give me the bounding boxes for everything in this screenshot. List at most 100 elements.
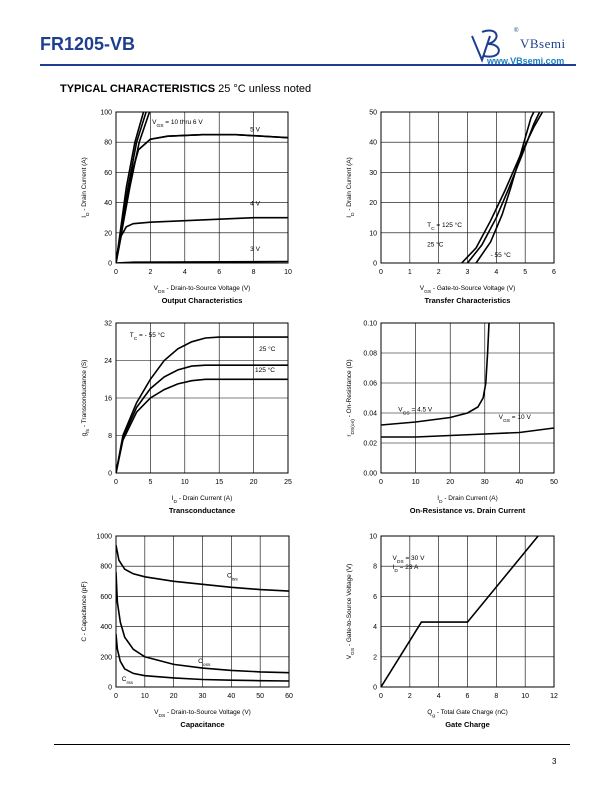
- registered-mark: ®: [514, 28, 519, 34]
- x-tick-label: 5: [148, 479, 152, 486]
- y-axis-label: rDS(on) - On-Resistance (Ω): [346, 359, 356, 436]
- x-tick-label: 5: [523, 269, 527, 276]
- x-tick-label: 6: [466, 693, 470, 700]
- x-tick-label: 30: [199, 693, 207, 700]
- x-tick-label: 8: [494, 693, 498, 700]
- x-tick-label: 30: [481, 479, 489, 486]
- series-line: [116, 133, 288, 263]
- y-tick-label: 10: [369, 534, 377, 541]
- x-tick-label: 60: [285, 693, 293, 700]
- x-axis-label: ID - Drain Current (A): [172, 495, 233, 505]
- annotation-label: TC = - 55 °C: [130, 331, 166, 342]
- y-tick-label: 20: [369, 200, 377, 207]
- x-tick-label: 10: [141, 693, 149, 700]
- y-tick-label: 2: [373, 654, 377, 661]
- y-axis-label: gfs - Transconductance (S): [81, 360, 91, 437]
- y-tick-label: 6: [373, 594, 377, 601]
- y-tick-label: 0.00: [363, 471, 377, 478]
- x-tick-label: 20: [446, 479, 454, 486]
- y-tick-label: 0.04: [363, 411, 377, 418]
- series-line: [116, 572, 289, 674]
- y-tick-label: 0.02: [363, 441, 377, 448]
- series-line: [116, 336, 288, 473]
- annotation-label: TC = 125 °C: [427, 221, 462, 232]
- x-tick-label: 10: [284, 269, 292, 276]
- chart-title: Gate Charge: [445, 720, 490, 729]
- gatecharge-chart: 0 2 4 6 8 10 12 0 2 4 6 8 10 VDS = 30 VID = 23 A Qg - …: [346, 534, 558, 730]
- x-tick-label: 2: [148, 269, 152, 276]
- x-tick-label: 50: [256, 693, 264, 700]
- annotation-label: - 55 °C: [491, 251, 512, 259]
- footer-rule: [54, 744, 570, 745]
- x-tick-label: 10: [181, 479, 189, 486]
- y-tick-label: 600: [100, 594, 112, 601]
- x-tick-label: 12: [550, 693, 558, 700]
- x-tick-label: 2: [408, 693, 412, 700]
- y-tick-label: 0: [373, 685, 377, 692]
- y-tick-label: 4: [373, 624, 377, 631]
- annotation-label: ID = 23 A: [393, 564, 419, 574]
- annotation-label: 4 V: [250, 201, 260, 208]
- x-tick-label: 10: [412, 479, 420, 486]
- series-line: [461, 112, 544, 263]
- plot-frame: [115, 535, 290, 688]
- series-line: [116, 378, 288, 473]
- x-tick-label: 20: [170, 693, 178, 700]
- y-axis-label: ID - Drain Current (A): [346, 157, 356, 218]
- x-tick-label: 4: [183, 269, 187, 276]
- y-tick-label: 30: [369, 170, 377, 177]
- transconductance-chart: 0 5 10 15 20 25 0 8 16 24 32 TC = - 55 °C 25 °C 125 °…: [81, 321, 292, 516]
- y-tick-label: 0: [373, 261, 377, 268]
- chart-title: Capacitance: [180, 720, 224, 729]
- y-tick-label: 0.08: [363, 351, 377, 358]
- y-tick-label: 80: [104, 140, 112, 147]
- y-tick-label: 0: [108, 261, 112, 268]
- y-tick-label: 100: [100, 110, 112, 117]
- y-tick-label: 50: [369, 110, 377, 117]
- series-line: [116, 634, 289, 682]
- y-tick-label: 8: [373, 564, 377, 571]
- vbsemi-logo-icon: [471, 29, 500, 63]
- x-tick-label: 8: [252, 269, 256, 276]
- y-tick-label: 40: [104, 200, 112, 207]
- y-tick-label: 0.06: [363, 381, 377, 388]
- chart-title: On-Resistance vs. Drain Current: [410, 506, 526, 515]
- series-line: [116, 133, 288, 263]
- x-tick-label: 25: [284, 479, 292, 486]
- chart-title: Transfer Characteristics: [425, 296, 511, 305]
- annotation-label: 25 °C: [259, 345, 276, 353]
- annotation-label: Ciss: [227, 573, 238, 583]
- plot-frame: [115, 111, 289, 264]
- section-subtitle: 25 °C unless noted: [218, 83, 312, 95]
- x-axis-label: Qg - Total Gate Charge (nC): [427, 709, 508, 719]
- x-tick-label: 0: [114, 269, 118, 276]
- series-line: [116, 216, 288, 263]
- annotation-label: VGS = 10 thru 6 V: [152, 119, 203, 129]
- y-tick-label: 10: [369, 230, 377, 237]
- transfer-chart: 0 1 2 3 4 5 6 0 10 20 30 40 50 TC = 125 °C 25 °C - 55 °…: [346, 110, 556, 306]
- x-axis-label: VDS - Drain-to-Source Voltage (V): [154, 285, 251, 295]
- x-tick-label: 0: [114, 479, 118, 486]
- chart-title: Output Characteristics: [162, 296, 243, 305]
- plot-frame: [380, 322, 555, 474]
- series-line: [381, 323, 490, 426]
- x-tick-label: 6: [217, 269, 221, 276]
- y-axis-label: ID - Drain Current (A): [81, 157, 91, 218]
- x-tick-label: 50: [550, 479, 558, 486]
- y-axis-label: C - Capacitance (pF): [81, 581, 88, 641]
- onres-chart: 0 10 20 30 40 50 0.00 0.02 0.04 0.06 0.08 0.10 VGS =…: [346, 321, 558, 516]
- x-tick-label: 10: [521, 693, 529, 700]
- x-tick-label: 4: [494, 269, 498, 276]
- x-tick-label: 20: [250, 479, 258, 486]
- y-tick-label: 1000: [96, 534, 112, 541]
- x-tick-label: 4: [437, 693, 441, 700]
- x-tick-label: 0: [379, 693, 383, 700]
- annotation-label: VGS = 10 V: [499, 414, 532, 424]
- y-tick-label: 40: [369, 140, 377, 147]
- x-tick-label: 0: [379, 269, 383, 276]
- x-axis-label: ID - Drain Current (A): [437, 495, 498, 505]
- x-tick-label: 2: [437, 269, 441, 276]
- brand-url[interactable]: www.VBsemi.com: [487, 56, 565, 66]
- x-axis-label: VGS - Gate-to-Source Voltage (V): [420, 285, 516, 295]
- series-line: [116, 364, 288, 473]
